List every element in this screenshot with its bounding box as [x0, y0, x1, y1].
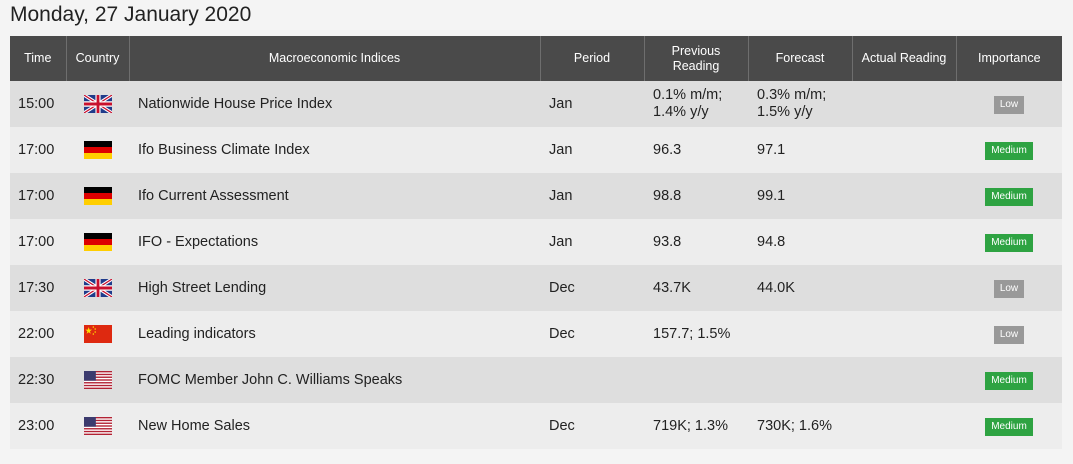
cell-importance: Medium: [956, 127, 1062, 173]
china-flag-icon: [83, 325, 112, 343]
cell-previous: [644, 357, 748, 403]
importance-badge: Low: [993, 95, 1025, 114]
cell-index-name: IFO - Expectations: [129, 219, 540, 265]
cell-index-name: New Home Sales: [129, 403, 540, 449]
cell-forecast: [748, 311, 852, 357]
cell-time: 15:00: [10, 81, 66, 127]
table-row[interactable]: 15:00 Nationwide House Price Index Jan 0.1%…: [10, 81, 1062, 127]
cell-period: Jan: [540, 81, 644, 127]
cell-country: [66, 403, 129, 449]
cell-importance: Medium: [956, 219, 1062, 265]
cell-country: [66, 311, 129, 357]
cell-time: 17:00: [10, 173, 66, 219]
cell-period: Dec: [540, 265, 644, 311]
table-row[interactable]: 23:00 New Home Sales Dec 719K; 1.3% 730K; 1.…: [10, 403, 1062, 449]
cell-actual: [852, 265, 956, 311]
cell-importance: Low: [956, 265, 1062, 311]
table-row[interactable]: 17:00 IFO - Expectations Jan 93.8 94.8 Medium: [10, 219, 1062, 265]
header-period[interactable]: Period: [539, 36, 644, 81]
cell-forecast: 99.1: [748, 173, 852, 219]
cell-previous: 0.1% m/m; 1.4% y/y: [644, 81, 748, 127]
cell-forecast: 97.1: [748, 127, 852, 173]
cell-importance: Medium: [956, 173, 1062, 219]
germany-flag-icon: [83, 233, 112, 251]
cell-time: 22:30: [10, 357, 66, 403]
cell-country: [66, 265, 129, 311]
cell-actual: [852, 81, 956, 127]
cell-time: 22:00: [10, 311, 66, 357]
economic-calendar-table: Time Country Macroeconomic Indices Perio…: [10, 36, 1062, 449]
cell-period: Dec: [540, 311, 644, 357]
cell-period: Jan: [540, 127, 644, 173]
germany-flag-icon: [83, 187, 112, 205]
cell-importance: Low: [956, 311, 1062, 357]
header-indices[interactable]: Macroeconomic Indices: [128, 36, 540, 81]
cell-period: Jan: [540, 219, 644, 265]
cell-country: [66, 81, 129, 127]
table-row[interactable]: 17:30 High Street Lending Dec 43.7K 44.0K Low: [10, 265, 1062, 311]
cell-index-name: High Street Lending: [129, 265, 540, 311]
table-header-row: Time Country Macroeconomic Indices Perio…: [10, 36, 1062, 81]
table-row[interactable]: 17:00 Ifo Business Climate Index Jan 96.3 97…: [10, 127, 1062, 173]
cell-time: 23:00: [10, 403, 66, 449]
cell-time: 17:00: [10, 219, 66, 265]
header-time[interactable]: Time: [10, 36, 66, 81]
uk-flag-icon: [83, 279, 112, 297]
importance-badge: Medium: [985, 371, 1033, 390]
header-forecast[interactable]: Forecast: [747, 36, 852, 81]
cell-index-name: Ifo Current Assessment: [129, 173, 540, 219]
uk-flag-icon: [83, 95, 112, 113]
table-row[interactable]: 17:00 Ifo Current Assessment Jan 98.8 99.1 Me…: [10, 173, 1062, 219]
cell-index-name: Nationwide House Price Index: [129, 81, 540, 127]
table-row[interactable]: 22:30 FOMC Member John C. Williams Speaks…: [10, 357, 1062, 403]
cell-actual: [852, 173, 956, 219]
table-row[interactable]: 22:00 Leading indicators Dec 157.7; 1.5% Low: [10, 311, 1062, 357]
cell-period: [540, 357, 644, 403]
cell-index-name: Ifo Business Climate Index: [129, 127, 540, 173]
cell-previous: 157.7; 1.5%: [644, 311, 748, 357]
importance-badge: Medium: [985, 417, 1033, 436]
page-title: Monday, 27 January 2020: [10, 3, 252, 26]
cell-country: [66, 357, 129, 403]
cell-forecast: 730K; 1.6%: [748, 403, 852, 449]
cell-actual: [852, 357, 956, 403]
importance-badge: Medium: [985, 141, 1033, 160]
cell-actual: [852, 127, 956, 173]
cell-index-name: FOMC Member John C. Williams Speaks: [129, 357, 540, 403]
cell-country: [66, 219, 129, 265]
cell-importance: Low: [956, 81, 1062, 127]
header-country[interactable]: Country: [65, 36, 129, 81]
cell-actual: [852, 311, 956, 357]
cell-actual: [852, 403, 956, 449]
cell-forecast: 44.0K: [748, 265, 852, 311]
cell-previous: 43.7K: [644, 265, 748, 311]
cell-period: Dec: [540, 403, 644, 449]
cell-time: 17:30: [10, 265, 66, 311]
cell-actual: [852, 219, 956, 265]
importance-badge: Medium: [985, 187, 1033, 206]
usa-flag-icon: [83, 371, 112, 389]
cell-previous: 719K; 1.3%: [644, 403, 748, 449]
cell-previous: 93.8: [644, 219, 748, 265]
importance-badge: Medium: [985, 233, 1033, 252]
cell-importance: Medium: [956, 403, 1062, 449]
cell-country: [66, 127, 129, 173]
cell-forecast: 94.8: [748, 219, 852, 265]
cell-index-name: Leading indicators: [129, 311, 540, 357]
germany-flag-icon: [83, 141, 112, 159]
cell-period: Jan: [540, 173, 644, 219]
cell-importance: Medium: [956, 357, 1062, 403]
cell-previous: 98.8: [644, 173, 748, 219]
cell-forecast: [748, 357, 852, 403]
header-previous[interactable]: Previous Reading: [643, 36, 748, 81]
usa-flag-icon: [83, 417, 112, 435]
header-importance[interactable]: Importance: [955, 36, 1062, 81]
cell-forecast: 0.3% m/m; 1.5% y/y: [748, 81, 852, 127]
importance-badge: Low: [993, 279, 1025, 298]
header-actual[interactable]: Actual Reading: [851, 36, 956, 81]
cell-country: [66, 173, 129, 219]
importance-badge: Low: [993, 325, 1025, 344]
cell-time: 17:00: [10, 127, 66, 173]
cell-previous: 96.3: [644, 127, 748, 173]
